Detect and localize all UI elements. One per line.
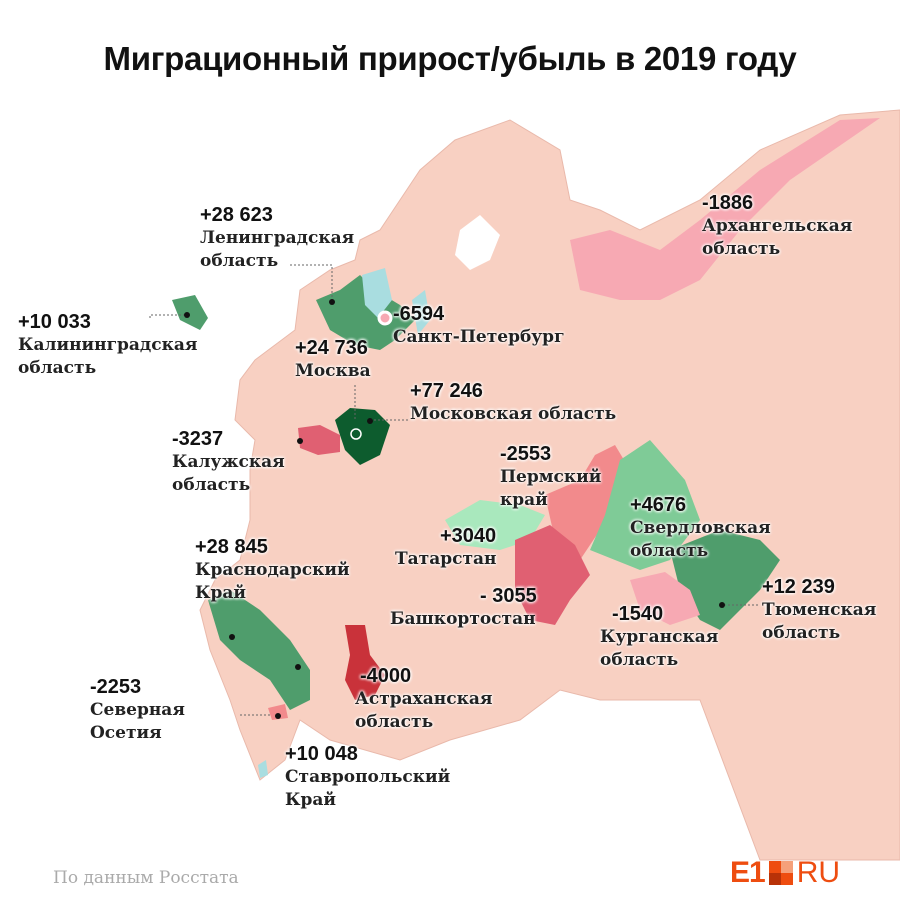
region-dots [184, 299, 725, 719]
label-tyumen: +12 239 Тюменская область [762, 576, 877, 643]
map-title: Миграционный прирост/убыль в 2019 году [103, 40, 797, 77]
north-ossetia-region [268, 704, 288, 720]
label-kaliningrad: +10 033 Калининградская область [18, 311, 198, 378]
label-saint-petersburg: -6594 Санкт-Петербург [393, 303, 565, 347]
label-north-ossetia: -2253 Северная Осетия [90, 676, 185, 743]
lake-ladoga [362, 268, 392, 318]
caspian-water [258, 760, 268, 778]
label-kaluga: -3237 Калужская область [172, 428, 285, 495]
label-bashkortostan: - 3055 Башкортостан [390, 585, 537, 629]
kurgan-region [630, 572, 700, 625]
label-astrakhan: -4000 Астраханская область [355, 665, 493, 732]
spb-marker [377, 310, 393, 326]
label-moscow-oblast: +77 246 Московская область [410, 380, 617, 424]
label-sverdlovsk: +4676 Свердловская область [630, 494, 771, 561]
label-krasnodar: +28 845 Краснодарский Край [195, 536, 350, 603]
white-sea [455, 215, 500, 270]
label-tatarstan: +3040 Татарстан [395, 525, 497, 569]
tyumen-region [670, 530, 780, 630]
moscow-marker [350, 428, 362, 440]
astrakhan-region [345, 625, 385, 700]
kaluga-region [298, 425, 340, 455]
logo-squares-icon [768, 861, 793, 885]
label-moscow: +24 736 Москва [295, 337, 371, 381]
moscow-region [335, 408, 390, 465]
lake-onega [412, 290, 430, 335]
label-perm: -2553 Пермский край [500, 443, 602, 510]
e1-logo: E1 RU [730, 856, 841, 889]
sverdlovsk-region [590, 440, 700, 570]
arkhangelsk-region [570, 118, 880, 300]
bashkortostan-region [515, 525, 590, 625]
leader-lines [149, 264, 760, 716]
kaliningrad-region [172, 295, 208, 330]
krasnodar-region [208, 590, 310, 710]
perm-region [545, 445, 630, 560]
label-arkhangelsk: -1886 Архангельская область [702, 192, 853, 259]
leningrad-region [316, 275, 415, 350]
label-kurgan: -1540 Курганская область [600, 603, 719, 670]
label-stavropol: +10 048 Ставропольский Край [285, 743, 451, 810]
tatarstan-region [445, 500, 545, 550]
label-leningrad-oblast: +28 623 Ленинградская область [200, 204, 355, 271]
source-note: По данным Росстата [53, 868, 239, 888]
